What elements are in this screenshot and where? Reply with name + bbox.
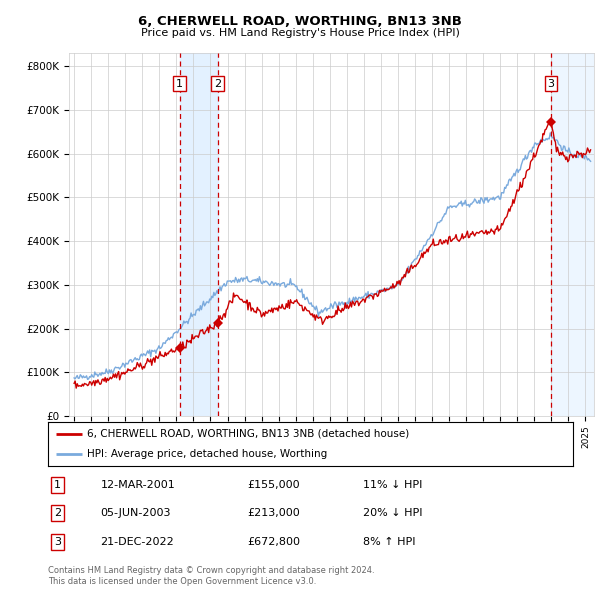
Text: 6, CHERWELL ROAD, WORTHING, BN13 3NB: 6, CHERWELL ROAD, WORTHING, BN13 3NB	[138, 15, 462, 28]
Text: 3: 3	[54, 537, 61, 546]
Text: 21-DEC-2022: 21-DEC-2022	[101, 537, 174, 546]
Text: 8% ↑ HPI: 8% ↑ HPI	[363, 537, 415, 546]
Bar	[179, 53, 218, 416]
Text: 2: 2	[214, 78, 221, 88]
Text: Price paid vs. HM Land Registry's House Price Index (HPI): Price paid vs. HM Land Registry's House …	[140, 28, 460, 38]
Text: HPI: Average price, detached house, Worthing: HPI: Average price, detached house, Wort…	[88, 449, 328, 459]
Text: 05-JUN-2003: 05-JUN-2003	[101, 509, 171, 518]
Text: Contains HM Land Registry data © Crown copyright and database right 2024.
This d: Contains HM Land Registry data © Crown c…	[48, 566, 374, 586]
Text: 2: 2	[54, 509, 61, 518]
Bar	[551, 53, 594, 416]
Text: 1: 1	[176, 78, 183, 88]
Text: 1: 1	[54, 480, 61, 490]
Text: 20% ↓ HPI: 20% ↓ HPI	[363, 509, 422, 518]
Text: £672,800: £672,800	[248, 537, 301, 546]
Text: 6, CHERWELL ROAD, WORTHING, BN13 3NB (detached house): 6, CHERWELL ROAD, WORTHING, BN13 3NB (de…	[88, 429, 410, 439]
Text: £213,000: £213,000	[248, 509, 300, 518]
Text: 12-MAR-2001: 12-MAR-2001	[101, 480, 175, 490]
Text: £155,000: £155,000	[248, 480, 300, 490]
Text: 11% ↓ HPI: 11% ↓ HPI	[363, 480, 422, 490]
Text: 3: 3	[547, 78, 554, 88]
